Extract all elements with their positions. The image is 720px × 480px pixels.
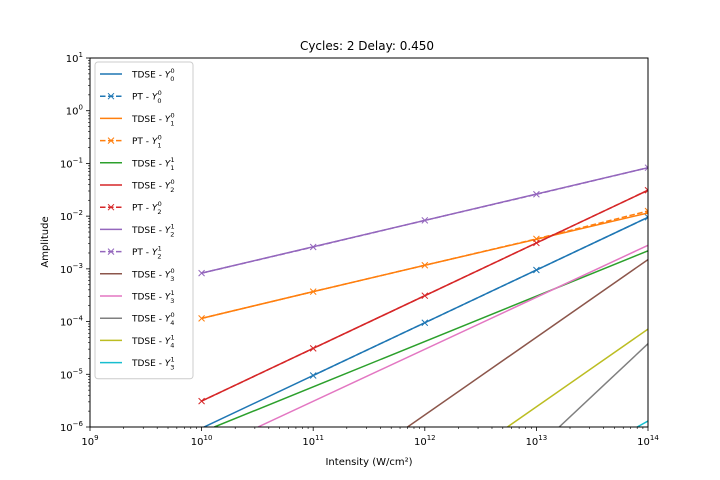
legend-item: TDSE - Y21 bbox=[100, 222, 175, 238]
legend-marker bbox=[107, 92, 115, 100]
legend-marker bbox=[107, 248, 115, 255]
series-line-10 bbox=[257, 244, 648, 427]
y-tick-label: 10−4 bbox=[60, 315, 84, 329]
legend-item: TDSE - Y20 bbox=[100, 178, 175, 194]
series-line-1 bbox=[312, 216, 648, 377]
series-9 bbox=[407, 258, 648, 427]
data-point bbox=[421, 261, 429, 269]
legend-item: TDSE - Y00 bbox=[100, 67, 175, 83]
y-tick-label: 10−3 bbox=[60, 262, 83, 276]
legend-item: TDSE - Y10 bbox=[100, 111, 175, 127]
y-tick-label: 10−2 bbox=[60, 209, 83, 223]
series-line-12 bbox=[506, 328, 648, 427]
x-tick-label: 1012 bbox=[414, 434, 436, 448]
legend-item: TDSE - Y41 bbox=[100, 333, 175, 349]
y-axis-title: Amplitude bbox=[40, 216, 51, 267]
legend-item: TDSE - Y31 bbox=[100, 356, 175, 372]
legend-label: TDSE - Y31 bbox=[131, 356, 175, 372]
series-6 bbox=[198, 186, 648, 405]
data-point bbox=[644, 213, 648, 221]
data-point bbox=[198, 397, 205, 405]
legend-item: TDSE - Y40 bbox=[100, 311, 175, 327]
legend-item: PT - Y00 bbox=[100, 89, 162, 105]
series-line-6 bbox=[201, 189, 648, 402]
data-point bbox=[533, 239, 540, 247]
series-line-11 bbox=[558, 343, 648, 427]
x-tick-label: 1011 bbox=[302, 434, 324, 448]
x-axis-title: Intensity (W/cm²) bbox=[325, 457, 412, 468]
legend-label: PT - Y21 bbox=[132, 245, 162, 261]
chart-title: Cycles: 2 Delay: 0.450 bbox=[300, 39, 434, 53]
legend-label: PT - Y00 bbox=[132, 89, 162, 105]
legend-label: TDSE - Y30 bbox=[131, 267, 175, 283]
x-tick-label: 1014 bbox=[637, 434, 659, 448]
legend-box bbox=[94, 61, 194, 380]
series-line-13 bbox=[636, 420, 648, 427]
legend-item: TDSE - Y31 bbox=[100, 289, 175, 305]
legend-label: TDSE - Y40 bbox=[131, 311, 175, 327]
series-line-9 bbox=[407, 258, 648, 427]
legend-marker bbox=[107, 137, 115, 144]
y-tick-label: 10−1 bbox=[60, 156, 83, 170]
legend-item: PT - Y20 bbox=[100, 200, 162, 216]
data-point bbox=[421, 319, 429, 327]
series-11 bbox=[558, 343, 648, 427]
data-point bbox=[644, 207, 648, 215]
y-tick-label: 101 bbox=[66, 51, 83, 65]
y-tick-label: 100 bbox=[66, 104, 83, 118]
series-1 bbox=[309, 213, 648, 379]
legend-marker bbox=[107, 203, 115, 211]
data-point bbox=[309, 243, 317, 251]
y-tick-label: 10−5 bbox=[60, 367, 83, 381]
legend-item: TDSE - Y11 bbox=[100, 156, 175, 172]
data-point bbox=[309, 345, 317, 352]
legend-label: TDSE - Y20 bbox=[131, 178, 175, 194]
series-12 bbox=[506, 328, 648, 427]
legend-item: PT - Y10 bbox=[100, 134, 162, 150]
legend-label: TDSE - Y00 bbox=[131, 67, 175, 83]
data-point bbox=[198, 269, 205, 277]
data-point bbox=[421, 292, 429, 300]
data-point bbox=[198, 315, 205, 322]
data-point bbox=[421, 217, 429, 224]
data-point bbox=[309, 288, 317, 295]
legend-label: PT - Y10 bbox=[132, 134, 162, 150]
plot-frame bbox=[89, 57, 649, 428]
legend-label: TDSE - Y21 bbox=[131, 222, 175, 238]
x-tick-label: 1010 bbox=[191, 434, 213, 448]
data-point bbox=[533, 190, 540, 198]
data-point bbox=[309, 372, 317, 379]
legend-label: TDSE - Y41 bbox=[131, 333, 175, 349]
series-line-4 bbox=[214, 250, 648, 427]
legend-label: TDSE - Y31 bbox=[131, 289, 175, 305]
x-tick-label: 1013 bbox=[526, 434, 548, 448]
data-point bbox=[644, 164, 648, 172]
legend-item: TDSE - Y30 bbox=[100, 267, 175, 283]
series-13 bbox=[636, 420, 648, 427]
series-4 bbox=[214, 250, 648, 427]
series-10 bbox=[257, 244, 648, 427]
data-point bbox=[533, 266, 540, 274]
legend-label: PT - Y20 bbox=[132, 200, 162, 216]
y-tick-label: 10−6 bbox=[60, 420, 84, 434]
legend-label: TDSE - Y11 bbox=[131, 156, 175, 172]
legend-item: PT - Y21 bbox=[100, 245, 162, 261]
series-8 bbox=[198, 164, 648, 277]
data-point bbox=[644, 186, 648, 194]
legend-label: TDSE - Y10 bbox=[131, 111, 175, 127]
x-tick-label: 109 bbox=[81, 434, 98, 448]
